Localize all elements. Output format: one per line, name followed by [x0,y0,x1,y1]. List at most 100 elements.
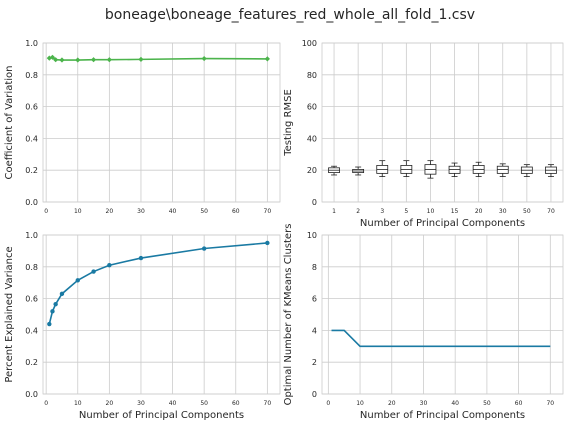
x-tick-label: 40 [169,400,177,407]
y-tick-label: 20 [307,166,317,175]
x-tick-label: 70 [264,400,272,407]
y-tick-label: 8 [312,263,317,272]
y-tick-label: 0 [312,198,317,207]
y-tick-label: 40 [307,134,317,143]
x-tick-label: 50 [200,208,208,215]
x-tick-label: 5 [404,208,408,215]
chart-cov: 0 10 20 30 40 50 60 70 0.0 0.2 0.4 0.6 0.8 1.0 Coeffic… [4,39,281,215]
y-tick-label: 0.2 [25,358,38,367]
x-tick-label: 1 [332,208,336,215]
data-point [50,309,55,314]
x-tick-label: 30 [499,208,507,215]
y-axis-label: Percent Explained Variance [4,246,15,382]
box-1 [328,165,340,176]
series-line [331,329,551,348]
x-tick-label: 20 [106,208,114,215]
box-30 [496,163,509,177]
data-point [138,56,144,62]
x-tick-label: 0 [44,208,48,215]
x-tick-label: 10 [356,400,364,407]
x-axis-label: Number of Principal Components [360,218,525,229]
chart-rmse: 1 2 3 5 10 15 20 30 50 70 0 20 40 60 80 100 Testing RMSE… [283,39,564,229]
box-10 [424,160,437,179]
data-point [107,263,112,268]
data-point [47,321,52,327]
series-line [49,56,268,61]
data-point [53,301,58,307]
y-tick-label: 1.0 [25,231,38,240]
y-tick-label: 0.4 [25,326,38,335]
x-tick-label: 30 [137,400,145,407]
y-axis-label: Coefficient of Variation [4,66,15,180]
data-point [59,57,65,63]
x-tick-label: 20 [388,400,396,407]
box-70 [545,164,557,177]
x-tick-label: 10 [74,208,82,215]
x-tick-label: 60 [515,400,523,407]
y-tick-label: 6 [312,295,317,304]
x-tick-label: 50 [523,208,531,215]
y-tick-label: 100 [302,39,317,48]
x-axis-label: Number of Principal Components [360,410,525,421]
box-20 [472,161,485,177]
y-tick-label: 60 [307,103,317,112]
plot-frame [42,42,281,203]
box-5 [400,160,413,177]
y-tick-label: 80 [307,71,317,80]
y-tick-label: 0.8 [25,263,38,272]
y-tick-label: 0.8 [25,71,38,80]
x-tick-label: 30 [137,208,145,215]
data-point [138,255,144,261]
x-tick-label: 50 [483,400,491,407]
x-tick-label: 0 [44,400,48,407]
x-tick-label: 70 [546,400,554,407]
y-tick-label: 4 [312,326,317,335]
data-point [201,246,207,251]
x-tick-label: 30 [420,400,428,407]
y-tick-label: 1.0 [25,39,38,48]
data-point [106,57,112,63]
data-point [49,54,56,60]
y-tick-label: 0 [312,390,317,399]
x-tick-label: 60 [232,400,240,407]
box-50 [520,164,533,177]
data-point [264,56,270,62]
chart-variance: 0 10 20 30 40 50 60 70 0.0 0.2 0.4 0.6 0.8 1.0 Percent… [4,231,281,421]
x-tick-label: 60 [232,208,240,215]
x-tick-label: 0 [326,400,330,407]
x-tick-label: 3 [380,208,384,215]
data-point [201,55,207,62]
plot-frame [321,234,564,395]
data-point [75,278,80,283]
x-tick-label: 40 [451,400,459,407]
y-tick-label: 2 [312,358,317,367]
y-tick-label: 10 [307,231,317,240]
x-tick-label: 2 [356,208,360,215]
x-tick-label: 70 [547,208,555,215]
y-tick-label: 0.0 [25,198,38,207]
y-tick-label: 0.2 [25,166,38,175]
y-tick-label: 0.0 [25,390,38,399]
x-tick-label: 10 [74,400,82,407]
x-tick-label: 20 [475,208,483,215]
box-2 [352,166,365,176]
x-tick-label: 20 [106,400,114,407]
plot-frame [42,234,281,395]
y-tick-label: 0.6 [25,295,38,304]
box-3 [376,160,389,177]
y-tick-label: 0.6 [25,103,38,112]
x-tick-label: 70 [264,208,272,215]
x-tick-label: 40 [169,208,177,215]
y-axis-label: Testing RMSE [283,89,294,157]
x-tick-label: 15 [451,208,459,215]
x-tick-label: 10 [427,208,435,215]
data-point [59,291,65,297]
data-point [90,57,97,63]
x-axis-label: Number of Principal Components [79,410,244,421]
y-axis-label: Optimal Number of KMeans Clusters [283,224,294,406]
data-point [265,240,270,246]
series-line [48,242,268,325]
plot-frame [321,42,564,203]
data-point [75,57,81,63]
